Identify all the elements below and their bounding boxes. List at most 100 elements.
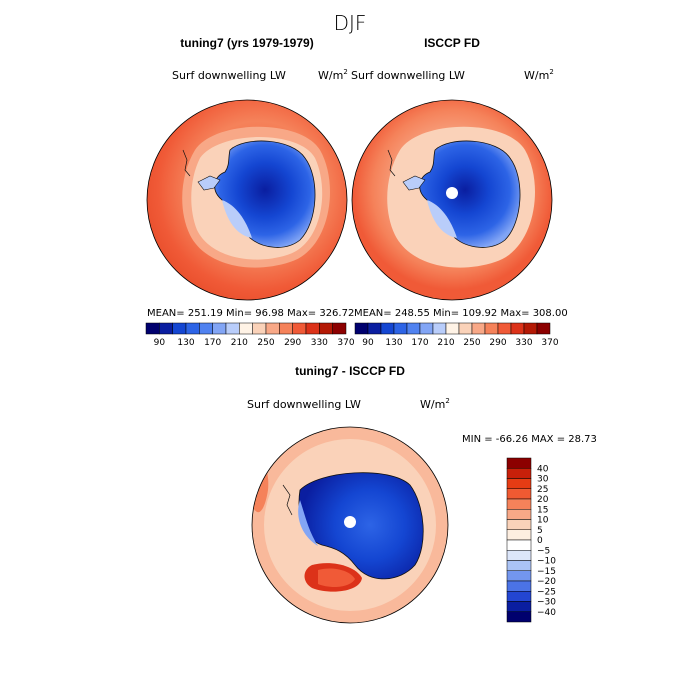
figure-title: DJF [334, 11, 367, 35]
colorbar-swatch [305, 322, 320, 335]
panel-diff-map [252, 427, 448, 623]
colorbar-swatch [506, 529, 532, 541]
pole-hole [446, 187, 458, 199]
colorbar-swatch [279, 322, 293, 335]
colorbar-tick-label: 90 [362, 338, 374, 348]
colorbar-swatch [225, 322, 240, 335]
colorbar-swatch [506, 570, 532, 582]
colorbar-tick-label: 250 [257, 338, 274, 348]
colorbar-swatch [506, 580, 532, 592]
colorbar-swatch [185, 322, 200, 335]
colorbar-tick-label: 370 [541, 338, 558, 348]
colorbar-swatch [506, 611, 532, 623]
colorbar-swatch [406, 322, 421, 335]
colorbar-swatch [506, 519, 532, 530]
colorbar-tick-label: 130 [177, 338, 194, 348]
colorbar-tick-label: −40 [537, 608, 556, 618]
colorbar-swatch [419, 322, 434, 335]
colorbar-swatch [506, 509, 532, 520]
panel-diff-title: tuning7 - ISCCP FD [295, 364, 405, 378]
panel-model-colorbar: 90 130 170 210 250 290 330 370 [145, 322, 355, 348]
colorbar-tick-label: −5 [537, 546, 550, 556]
colorbar-tick-label: 170 [204, 338, 221, 348]
colorbar-swatch [380, 322, 395, 335]
colorbar-tick-label: 330 [515, 338, 532, 348]
colorbar-swatch [354, 322, 369, 335]
colorbar-swatch [536, 322, 551, 335]
colorbar-tick-label: −10 [537, 557, 556, 567]
colorbar-swatch [393, 322, 408, 335]
colorbar-tick-label: 210 [437, 338, 454, 348]
colorbar-tick-label: 210 [231, 338, 248, 348]
colorbar-tick-label: 170 [411, 338, 428, 348]
panel-obs-variable: Surf downwelling LW [351, 69, 465, 82]
colorbar-tick-label: 250 [463, 338, 480, 348]
panel-obs-map [352, 100, 552, 300]
panel-obs: ISCCP FD Surf downwelling LW W/m2 MEAN= … [351, 36, 568, 348]
colorbar-tick-label: 0 [537, 536, 543, 546]
colorbar-swatch [506, 457, 532, 469]
colorbar-swatch [506, 560, 532, 571]
colorbar-tick-label: 130 [385, 338, 402, 348]
colorbar-swatch [319, 322, 333, 335]
colorbar-tick-label: −25 [537, 587, 556, 597]
colorbar-swatch [510, 322, 525, 335]
colorbar-swatch [445, 322, 460, 335]
panel-obs-stats: MEAN= 248.55 Min= 109.92 Max= 308.00 [354, 308, 568, 319]
panel-model-units: W/m2 [318, 68, 348, 82]
panel-diff: tuning7 - ISCCP FD Surf downwelling LW W… [247, 364, 597, 624]
colorbar-swatch [506, 468, 532, 479]
panel-diff-stats: MIN = -66.26 MAX = 28.73 [462, 434, 597, 445]
colorbar-tick-label: −20 [537, 577, 556, 587]
panel-model: tuning7 (yrs 1979-1979) Surf downwelling… [145, 36, 355, 348]
colorbar-tick-label: 25 [537, 485, 548, 495]
colorbar-swatch [145, 322, 160, 335]
colorbar-tick-label: 370 [337, 338, 354, 348]
colorbar-swatch [292, 322, 307, 335]
colorbar-swatch [484, 322, 499, 335]
colorbar-swatch [265, 322, 280, 335]
panel-model-stats: MEAN= 251.19 Min= 96.98 Max= 326.72 [147, 308, 354, 319]
colorbar-swatch [506, 591, 532, 602]
colorbar-swatch [471, 322, 486, 335]
colorbar-tick-label: −15 [537, 567, 556, 577]
colorbar-swatch [239, 322, 253, 335]
colorbar-swatch [159, 322, 173, 335]
colorbar-swatch [332, 322, 347, 335]
pole-hole [344, 516, 356, 528]
panel-model-map [147, 100, 347, 300]
colorbar-swatch [523, 322, 538, 335]
colorbar-swatch [367, 322, 382, 335]
colorbar-swatch [506, 478, 532, 489]
panel-diff-units: W/m2 [420, 397, 450, 411]
colorbar-tick-label: −30 [537, 598, 556, 608]
colorbar-tick-label: 90 [154, 338, 166, 348]
panel-model-title: tuning7 (yrs 1979-1979) [180, 36, 313, 50]
colorbar-swatch [252, 322, 267, 335]
colorbar-swatch [506, 539, 532, 551]
colorbar-tick-label: 10 [537, 516, 549, 526]
colorbar-tick-label: 290 [489, 338, 506, 348]
colorbar-tick-label: 20 [537, 495, 549, 505]
colorbar-tick-label: 15 [537, 505, 548, 515]
colorbar-swatch [506, 498, 532, 510]
colorbar-tick-label: 290 [284, 338, 301, 348]
colorbar-swatch [506, 601, 532, 612]
colorbar-swatch [432, 322, 447, 335]
colorbar-swatch [458, 322, 473, 335]
panel-obs-colorbar: 90 130 170 210 250 290 330 370 [354, 322, 559, 348]
colorbar-swatch [497, 322, 512, 335]
panel-obs-units: W/m2 [524, 68, 554, 82]
colorbar-swatch [172, 322, 187, 335]
colorbar-tick-label: 30 [537, 475, 549, 485]
panel-model-variable: Surf downwelling LW [172, 69, 286, 82]
colorbar-tick-label: 5 [537, 526, 543, 536]
colorbar-tick-label: 330 [311, 338, 328, 348]
colorbar-swatch [199, 322, 213, 335]
panel-diff-variable: Surf downwelling LW [247, 398, 361, 411]
colorbar-swatch [506, 488, 532, 500]
panel-obs-title: ISCCP FD [424, 36, 480, 50]
colorbar-swatch [212, 322, 227, 335]
